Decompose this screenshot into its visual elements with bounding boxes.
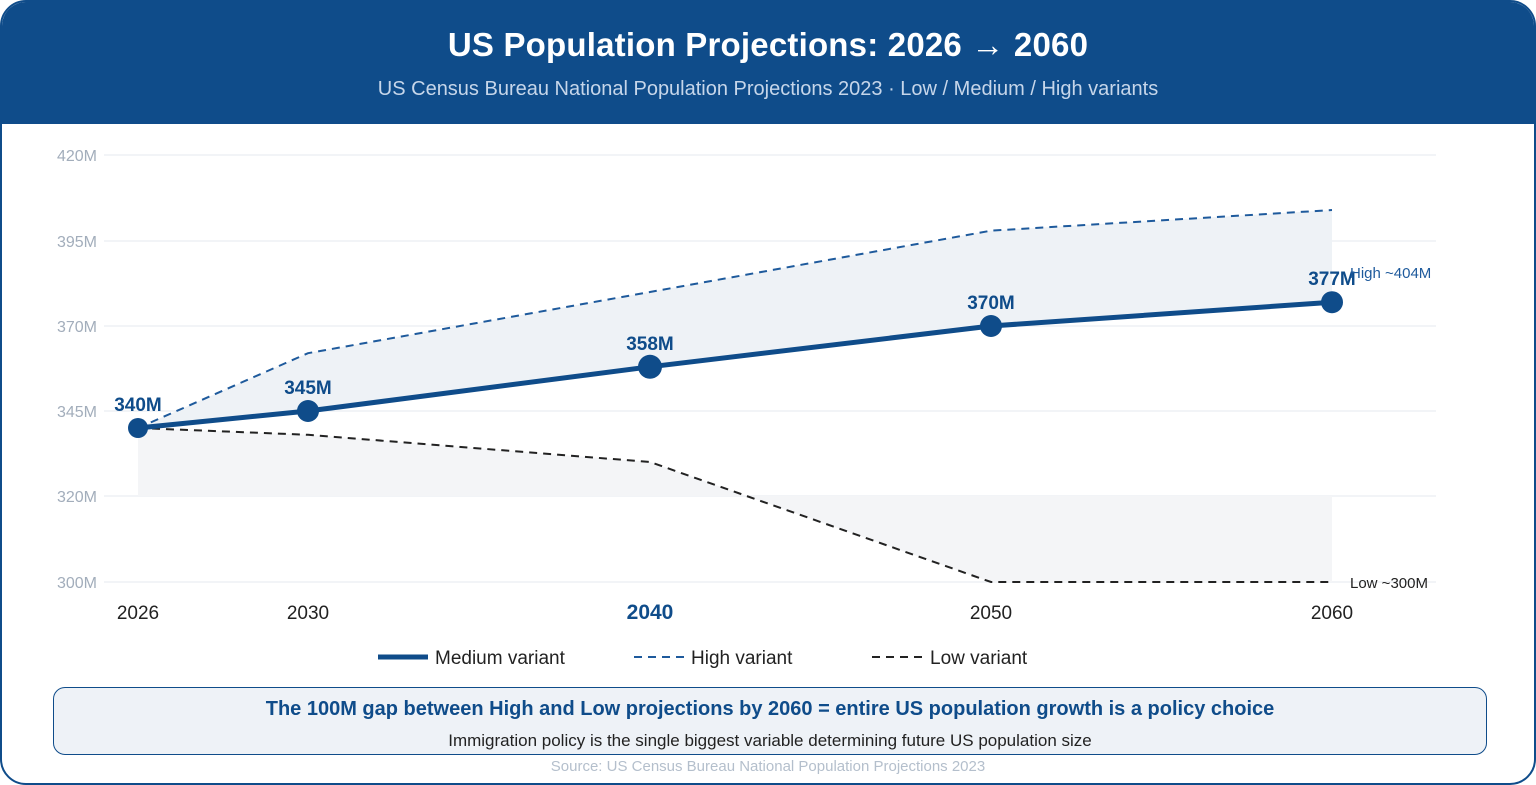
callout-detail: Immigration policy is the single biggest… [448, 731, 1092, 750]
data-points [128, 291, 1343, 438]
y-tick-label: 345M [57, 404, 97, 421]
x-tick-label: 2050 [970, 603, 1012, 624]
x-tick-label: 2026 [117, 603, 159, 624]
medium-data-point [1321, 291, 1343, 314]
chart-title: US Population Projections: 2026 → 2060 [447, 26, 1089, 63]
low-end-label: Low ~300M [1350, 575, 1428, 592]
medium-data-point [128, 418, 148, 438]
low-area [138, 428, 1332, 582]
high-variant-line [137, 209, 1333, 429]
chart-subtitle: US Census Bureau National Population Pro… [377, 78, 1159, 100]
y-tick-label: 370M [57, 319, 97, 336]
data-label: 370M [967, 293, 1015, 314]
data-label: 377M [1308, 269, 1356, 290]
chart-text: 300M 320M 345M 370M 395M 420M 340M 345M 358M 370M… [57, 148, 1431, 624]
x-tick-label: 2030 [287, 603, 329, 624]
legend-medium-label: Medium variant [435, 648, 566, 669]
legend-high-label: High variant [691, 648, 793, 669]
x-tick-label: 2060 [1311, 603, 1353, 624]
y-tick-label: 395M [57, 234, 97, 251]
data-label: 358M [626, 334, 674, 355]
low-variant-line [137, 427, 1332, 583]
high-end-label: High ~404M [1350, 265, 1431, 282]
projection-areas [138, 210, 1332, 582]
callout-headline: The 100M gap between High and Low projec… [265, 698, 1275, 720]
medium-data-point [638, 354, 662, 379]
legend: Medium variant High variant Low variant [378, 648, 1028, 669]
y-tick-label: 420M [57, 148, 97, 165]
data-label: 340M [114, 395, 162, 416]
medium-data-point [980, 315, 1002, 337]
high-medium-band [138, 210, 1332, 428]
data-label: 345M [284, 378, 332, 399]
medium-data-point [297, 400, 319, 422]
insight-callout: The 100M gap between High and Low projec… [53, 687, 1487, 755]
legend-low-label: Low variant [930, 648, 1028, 669]
header-banner: US Population Projections: 2026 → 2060 U… [2, 2, 1534, 124]
y-tick-label: 320M [57, 489, 97, 506]
y-tick-label: 300M [57, 575, 97, 592]
source-note: Source: US Census Bureau National Popula… [550, 758, 986, 775]
x-tick-label: 2040 [627, 601, 674, 624]
